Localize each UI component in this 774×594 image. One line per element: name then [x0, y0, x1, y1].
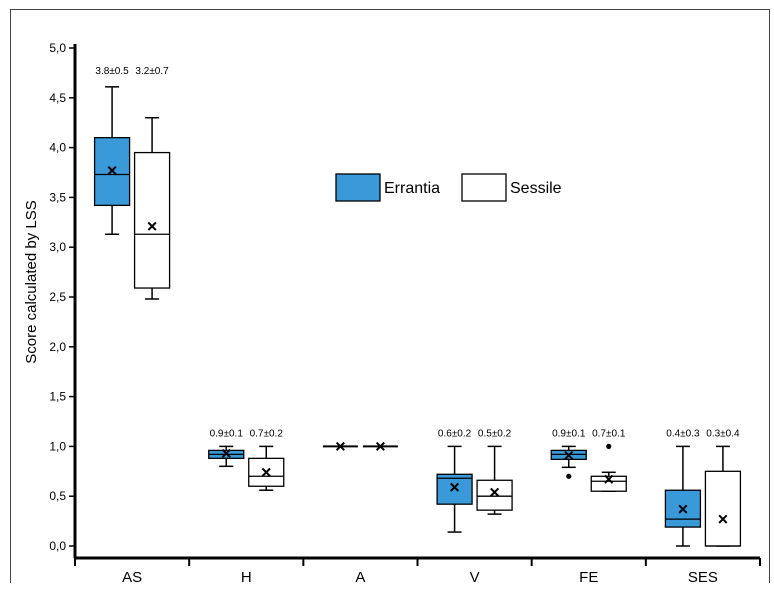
mean-marker [564, 450, 574, 460]
mean-marker [718, 514, 728, 524]
y-tick-label: 1,5 [49, 390, 66, 404]
legend-swatch [461, 173, 507, 202]
mean-marker [678, 504, 688, 514]
legend: Errantia Sessile [335, 173, 562, 202]
data-label: 3.2±0.7 [135, 66, 169, 77]
mean-marker [107, 166, 117, 176]
mean-marker [261, 467, 271, 477]
y-tick-label: 0,5 [49, 489, 66, 503]
data-label: 0.6±0.2 [438, 428, 472, 439]
y-tick-label: 3,5 [49, 190, 66, 204]
data-label: 0.7±0.1 [592, 428, 626, 439]
box-iqr [704, 470, 742, 547]
annotations-group: 3.8±0.5 0.9±0.1 0.6±0.2 0.9±0.1 0.4±0.3 3.2±0… [95, 66, 740, 439]
mean-marker [604, 474, 614, 484]
x-tick-label: V [470, 569, 480, 586]
y-tick-label: 2,0 [49, 340, 66, 354]
data-label: 0.9±0.1 [552, 428, 586, 439]
y-tick-label: 2,5 [49, 290, 66, 304]
boxes-group [93, 86, 742, 547]
frame-top-border [10, 9, 770, 10]
y-axis-label: Score calculated by LSS [23, 200, 40, 363]
mean-marker [147, 221, 157, 231]
data-label: 0.4±0.3 [666, 428, 700, 439]
mean-marker [335, 441, 345, 451]
data-label: 0.3±0.4 [706, 428, 740, 439]
outlier-point [606, 443, 612, 449]
mean-marker [375, 441, 385, 451]
x-tick-label: A [355, 569, 365, 586]
box-iqr [476, 479, 513, 511]
outlier-point [566, 473, 572, 479]
y-tick-label: 4,5 [49, 91, 66, 105]
y-tick-label: 3,0 [49, 240, 66, 254]
y-tick-label: 1,0 [49, 439, 66, 453]
box-iqr [436, 473, 473, 505]
frame-right-border [769, 9, 770, 583]
data-label: 0.5±0.2 [478, 428, 512, 439]
x-tick-label: AS [122, 569, 142, 586]
x-tick-label: SES [688, 569, 718, 586]
mean-marker [221, 448, 231, 458]
data-label: 0.7±0.2 [250, 428, 284, 439]
legend-label: Errantia [384, 180, 440, 197]
x-tick-label: H [241, 569, 252, 586]
data-label: 3.8±0.5 [95, 66, 129, 77]
y-tick-label: 5,0 [49, 41, 66, 55]
x-tick-label: FE [579, 569, 598, 586]
box-iqr [133, 151, 171, 289]
frame-left-border [10, 9, 11, 583]
mean-marker [450, 482, 460, 492]
box-iqr [590, 475, 627, 492]
legend-label: Sessile [510, 180, 562, 197]
box-iqr [248, 457, 285, 487]
legend-swatch [335, 173, 381, 202]
mean-marker [490, 487, 500, 497]
y-tick-label: 4,0 [49, 141, 66, 155]
data-label: 0.9±0.1 [210, 428, 244, 439]
y-tick-label: 0,0 [49, 539, 66, 553]
axes-group: 0,0 0,5 1,0 1,5 2,0 2,5 3,0 3,5 4,0 4,5 5,0 AS H A V FE… [49, 41, 761, 586]
